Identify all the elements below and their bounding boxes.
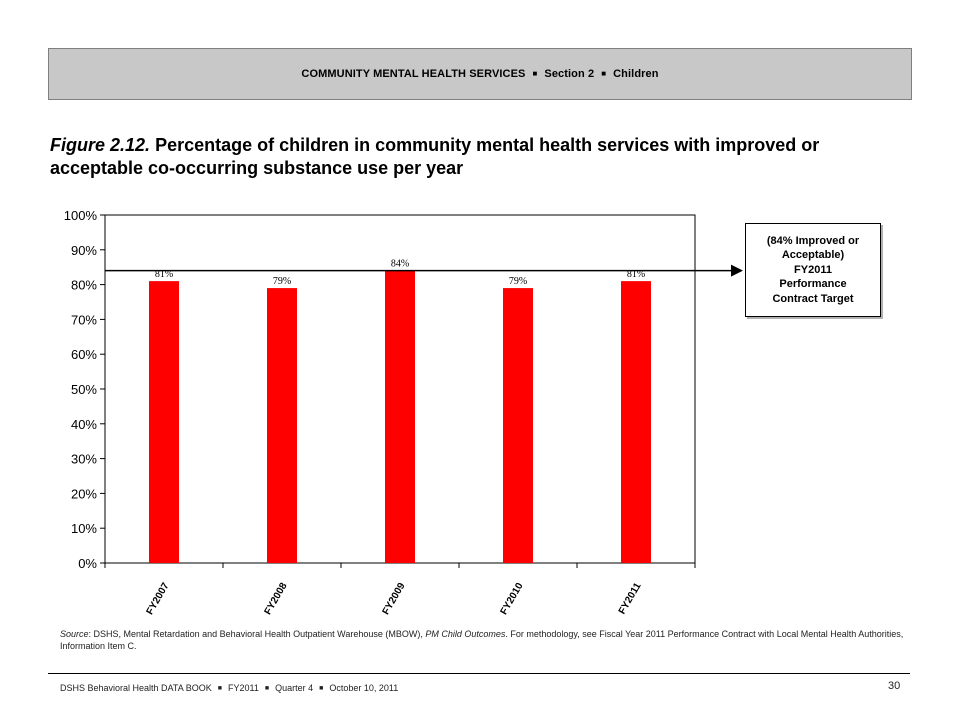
footer-quarter: Quarter 4 <box>275 683 314 693</box>
footer: DSHS Behavioral Health DATA BOOK ■ FY201… <box>60 683 398 693</box>
data-label: 81% <box>155 269 173 280</box>
y-tick-label: 80% <box>71 278 97 293</box>
bar-fy2010 <box>503 288 533 563</box>
y-tick-label: 70% <box>71 312 97 327</box>
data-label: 79% <box>509 276 527 287</box>
target-line: Performance <box>779 278 847 291</box>
bar-fy2008 <box>267 288 297 563</box>
source-text-end: . For methodology, see Fiscal Year 2011 … <box>60 629 904 651</box>
header-section-name: COMMUNITY MENTAL HEALTH SERVICES <box>301 68 526 80</box>
page-number: 30 <box>888 680 901 692</box>
data-label: 81% <box>627 269 645 280</box>
bar-fy2011 <box>621 281 651 563</box>
y-tick-label: 10% <box>71 521 97 536</box>
data-label: 79% <box>273 276 291 287</box>
header-separator: ■ <box>532 68 538 78</box>
footer-book-title: DSHS Behavioral Health DATA BOOK <box>60 683 212 693</box>
x-tick-label: FY2007 <box>145 581 172 617</box>
source-text: : DSHS, Mental Retardation and Behaviora… <box>88 629 426 639</box>
data-label: 84% <box>391 259 409 270</box>
source-italic: PM Child Outcomes <box>425 629 506 639</box>
y-tick-label: 100% <box>64 208 98 223</box>
target-callout: (84% Improved or Acceptable) FY2011 Perf… <box>745 223 881 317</box>
x-tick-label: FY2011 <box>617 581 644 617</box>
bar-fy2007 <box>149 281 179 563</box>
y-tick-label: 60% <box>71 347 97 362</box>
y-tick-label: 20% <box>71 486 97 501</box>
header-section-number: Section 2 <box>544 68 595 80</box>
target-line: Contract Target <box>772 292 854 305</box>
x-tick-label: FY2009 <box>381 581 408 617</box>
bar-fy2009 <box>385 270 415 563</box>
header-population: Children <box>613 68 659 80</box>
figure-number: Figure 2.12. <box>50 135 151 155</box>
figure-title: Figure 2.12. Percentage of children in c… <box>50 134 890 180</box>
footer-separator: ■ <box>319 684 324 692</box>
source-note: Source: DSHS, Mental Retardation and Beh… <box>60 628 910 652</box>
plot-area: 0% 10% 20% 30% 40% 50% 60% 70% 80% 90% 100% 81% FY20… <box>64 208 743 617</box>
section-header-band: COMMUNITY MENTAL HEALTH SERVICES ■ Secti… <box>48 48 912 100</box>
footer-separator: ■ <box>264 684 270 692</box>
y-tick-label: 90% <box>71 243 97 258</box>
footer-separator: ■ <box>217 684 222 692</box>
x-tick-label: FY2010 <box>499 581 526 617</box>
y-tick-label: 0% <box>78 556 97 571</box>
x-tick-label: FY2008 <box>263 581 290 617</box>
footer-fiscal-year: FY2011 <box>227 683 259 693</box>
target-line: FY2011 <box>794 263 832 276</box>
target-line: Acceptable) <box>781 249 845 262</box>
header-separator: ■ <box>601 68 607 78</box>
y-tick-label: 40% <box>71 417 97 432</box>
target-line: (84% Improved or <box>766 234 860 247</box>
y-tick-label: 30% <box>71 452 97 467</box>
figure-title-text: Percentage of children in community ment… <box>50 135 820 178</box>
footer-date: October 10, 2011 <box>329 683 399 693</box>
footer-divider <box>48 673 910 674</box>
y-tick-label: 50% <box>71 382 97 397</box>
target-arrowhead <box>731 264 743 277</box>
source-label: Source <box>60 629 89 639</box>
